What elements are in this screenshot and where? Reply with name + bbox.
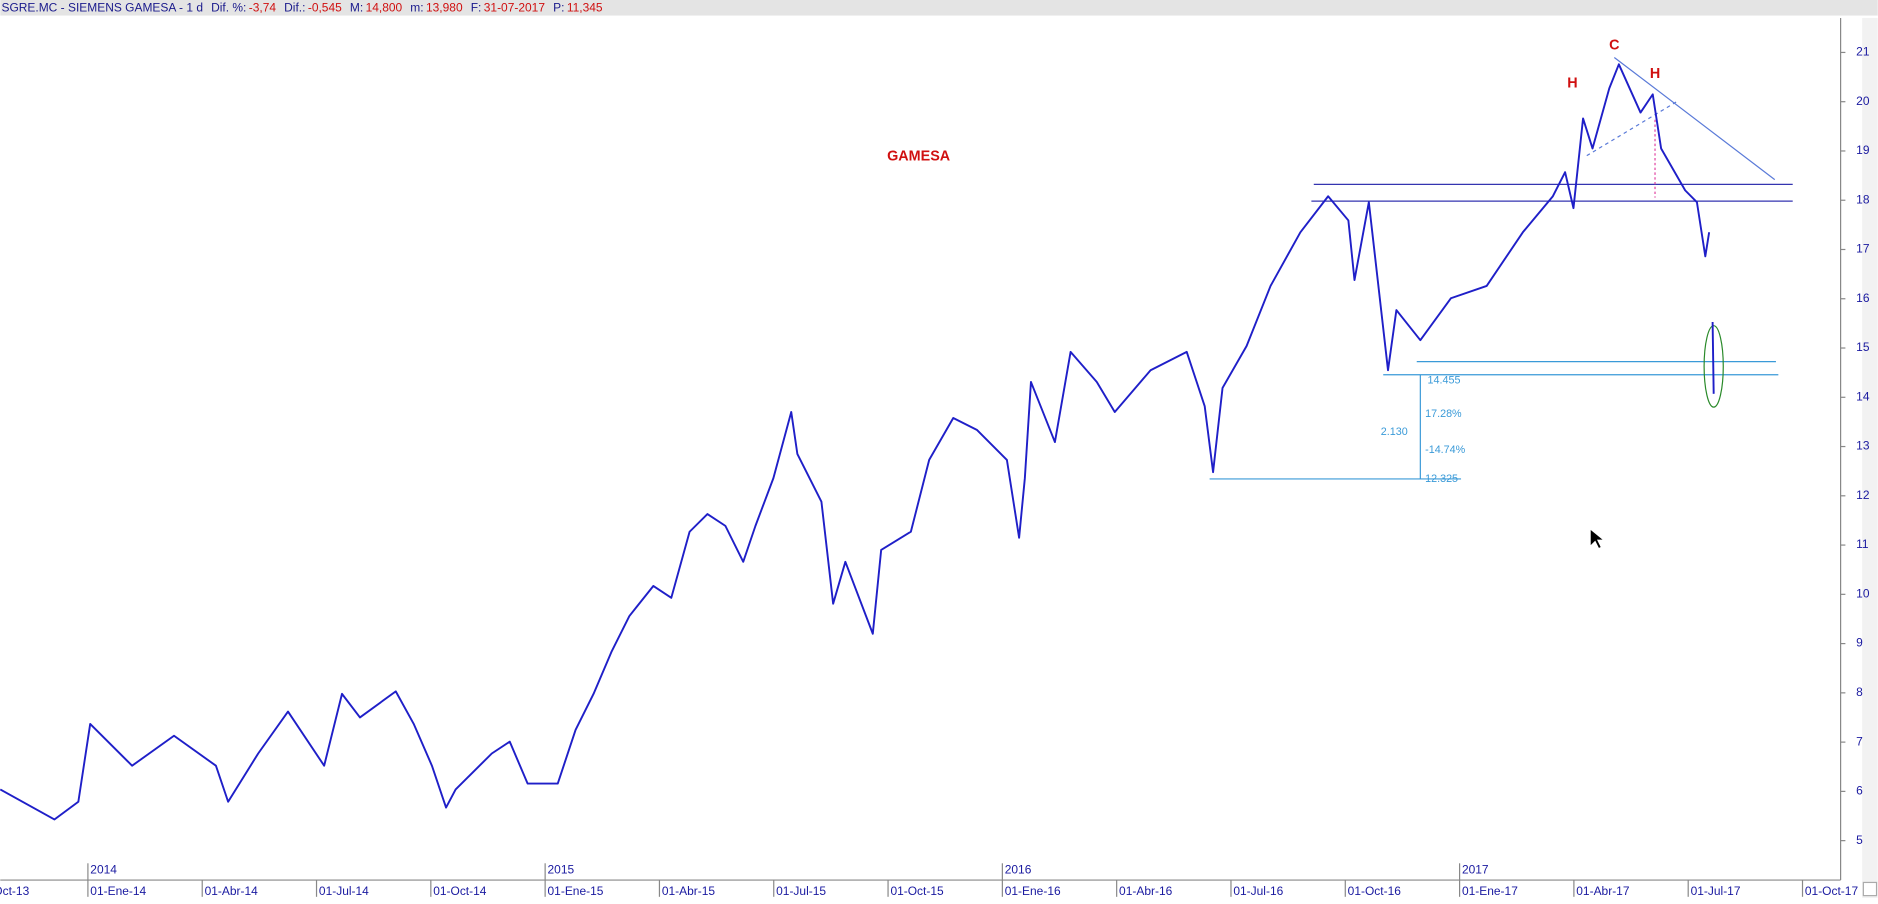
y-tick-label: 11 <box>1856 537 1869 551</box>
field-value: 14,800 <box>366 1 403 15</box>
symbol: SGRE.MC - SIEMENS GAMESA - 1 d <box>1 1 203 15</box>
field-label: P: <box>553 1 564 15</box>
y-tick-label: 19 <box>1856 143 1870 157</box>
year-label: 2016 <box>1005 863 1032 877</box>
annotation: 12.325 <box>1425 473 1458 485</box>
y-tick-label: 20 <box>1856 94 1870 108</box>
x-tick-label: 01-Oct-17 <box>1805 884 1859 898</box>
x-tick-label: 01-Ene-17 <box>1462 884 1518 898</box>
scrollbar[interactable] <box>1862 17 1878 899</box>
y-tick-label: 14 <box>1856 389 1870 403</box>
annotation: C <box>1609 37 1619 53</box>
field-value: 31-07-2017 <box>484 1 546 15</box>
field-value: 13,980 <box>426 1 463 15</box>
header-text: SGRE.MC - SIEMENS GAMESA - 1 d Dif. %: -3… <box>1 1 602 15</box>
header-bar <box>0 0 1878 16</box>
field-label: m: <box>410 1 423 15</box>
y-tick-label: 6 <box>1856 784 1863 798</box>
annotation: 17.28% <box>1425 408 1462 420</box>
field-label: M: <box>350 1 363 15</box>
annotation: H <box>1650 66 1660 82</box>
y-tick-label: 12 <box>1856 488 1870 502</box>
fibonacci-lines <box>1209 361 1779 480</box>
x-tick-label: 01-Oct-13 <box>0 884 30 898</box>
y-tick-label: 7 <box>1856 734 1863 748</box>
x-tick-label: 01-Ene-15 <box>548 884 604 898</box>
field-value: -3,74 <box>249 1 277 15</box>
field-value: -0,545 <box>308 1 342 15</box>
field-label: Dif. %: <box>211 1 246 15</box>
x-tick-label: 01-Jul-16 <box>1233 884 1283 898</box>
x-tick-label: 01-Oct-15 <box>890 884 944 898</box>
annotation: -14.74% <box>1425 444 1466 456</box>
y-tick-label: 16 <box>1856 291 1870 305</box>
field-label: F: <box>471 1 482 15</box>
annotation: 14.455 <box>1428 375 1461 387</box>
x-tick-label: 01-Abr-16 <box>1119 884 1173 898</box>
y-tick-label: 13 <box>1856 439 1870 453</box>
year-label: 2017 <box>1462 863 1489 877</box>
x-tick-label: 01-Ene-16 <box>1005 884 1061 898</box>
mouse-cursor <box>1589 528 1605 549</box>
highlight-ellipse <box>1703 325 1724 408</box>
annotation: H <box>1567 76 1577 92</box>
y-tick-label: 5 <box>1856 833 1863 847</box>
y-tick-label: 18 <box>1856 192 1870 206</box>
y-tick-label: 9 <box>1856 636 1863 650</box>
y-tick-label: 8 <box>1856 685 1863 699</box>
annotation: 2.130 <box>1381 426 1408 438</box>
y-tick-label: 17 <box>1856 242 1870 256</box>
year-label: 2014 <box>90 863 117 877</box>
x-tick-label: 01-Jul-17 <box>1691 884 1741 898</box>
x-tick-label: 01-Abr-14 <box>205 884 259 898</box>
year-label: 2015 <box>548 863 575 877</box>
drawing-lines <box>1311 56 1793 202</box>
x-tick-label: 01-Jul-14 <box>319 884 369 898</box>
x-tick-label: 01-Oct-16 <box>1348 884 1402 898</box>
field-label: Dif.: <box>284 1 305 15</box>
chart-title: GAMESA <box>887 149 950 165</box>
x-tick-label: 01-Oct-14 <box>433 884 487 898</box>
y-tick-label: 21 <box>1856 45 1870 59</box>
price-line <box>0 63 1715 821</box>
field-value: 11,345 <box>567 1 603 15</box>
x-tick-label: 01-Ene-14 <box>90 884 146 898</box>
x-tick-label: 01-Jul-15 <box>776 884 826 898</box>
x-tick-label: 01-Abr-17 <box>1576 884 1630 898</box>
x-tick-label: 01-Abr-15 <box>662 884 716 898</box>
y-tick-label: 10 <box>1856 586 1870 600</box>
scroll-down[interactable] <box>1862 881 1878 897</box>
y-tick-label: 15 <box>1856 340 1870 354</box>
